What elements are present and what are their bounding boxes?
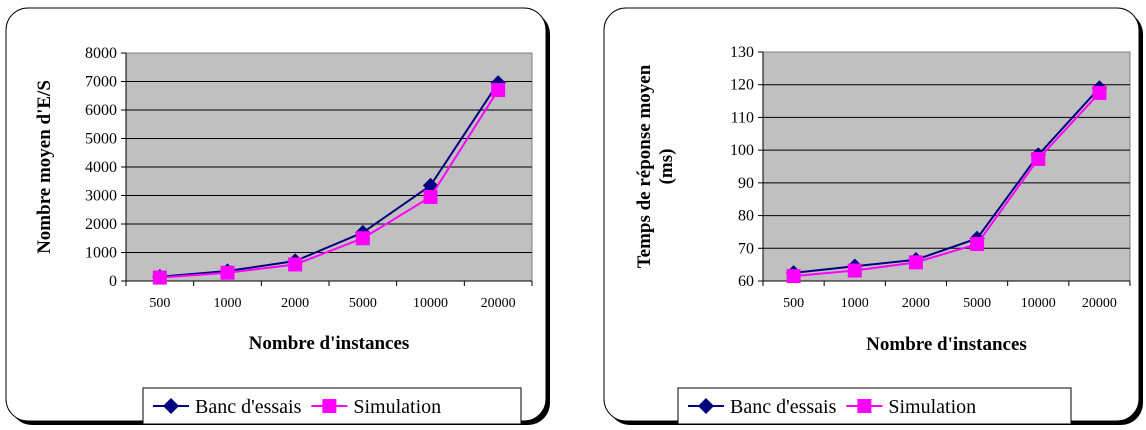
x-tick-label: 1000 (841, 296, 869, 311)
data-point-simulation (288, 257, 303, 272)
x-tick-label: 2000 (281, 296, 309, 311)
x-axis-title: Nombre d'instances (249, 333, 410, 354)
data-point-simulation (970, 237, 985, 252)
legend-label-simulation: Simulation (353, 396, 441, 418)
legend-label-banc-essais: Banc d'essais (730, 396, 837, 418)
y-tick-label: 90 (738, 175, 754, 192)
y-axis-title: Nombre moyen d'E/S (34, 80, 55, 254)
y-tick-label: 6000 (85, 102, 117, 119)
legend-label-simulation: Simulation (888, 396, 976, 418)
series-line-banc-essais (159, 82, 500, 278)
y-tick-label: 5000 (85, 131, 117, 148)
series-line-simulation (159, 89, 500, 279)
y-tick-label: 120 (730, 77, 754, 94)
x-tick-label: 500 (783, 296, 804, 311)
legend-marker-simulation (322, 399, 337, 413)
plot-area (762, 51, 1131, 282)
legend-label-banc-essais: Banc d'essais (195, 396, 302, 418)
y-tick-label: 8000 (85, 45, 117, 62)
y-tick-label: 110 (731, 109, 754, 126)
data-point-simulation (355, 231, 370, 246)
y-axis-title: Temps de réponse moyen (634, 64, 655, 268)
data-point-simulation (908, 255, 923, 270)
y-tick-label: 100 (730, 142, 754, 159)
x-axis-title: Nombre d'instances (866, 334, 1027, 355)
data-point-simulation (491, 83, 506, 98)
data-point-simulation (1031, 151, 1046, 166)
data-point-simulation (152, 270, 167, 285)
x-tick-label: 2000 (902, 296, 930, 311)
x-tick-label: 20000 (1082, 296, 1117, 311)
x-tick-label: 10000 (413, 296, 448, 311)
y-tick-label: 0 (109, 273, 117, 290)
x-tick-label: 1000 (214, 296, 242, 311)
y-tick-label: 4000 (85, 159, 117, 176)
data-point-simulation (423, 189, 438, 204)
x-tick-label: 5000 (963, 296, 991, 311)
legend-marker-banc-essais (163, 398, 179, 414)
series-line-banc-essais (793, 87, 1101, 274)
chart-panel-response-time: 60 70 80 90 100 110 120 130 500 1000 2000 5000 10000… (596, 0, 1146, 430)
x-tick-label: 10000 (1021, 296, 1056, 311)
y-tick-label: 1000 (85, 245, 117, 262)
data-point-simulation (786, 269, 801, 284)
y-tick-label: 60 (738, 273, 754, 290)
chart-response-time-svg: 60 70 80 90 100 110 120 130 500 1000 2000 5000 10000… (603, 7, 1143, 425)
y-axis-title: (ms) (656, 149, 677, 185)
y-tick-label: 70 (738, 240, 754, 257)
data-point-simulation (847, 263, 862, 278)
data-point-simulation (220, 265, 235, 280)
x-tick-label: 5000 (349, 296, 377, 311)
legend-marker-banc-essais (698, 398, 714, 414)
y-tick-label: 130 (730, 44, 754, 61)
x-tick-label: 20000 (481, 296, 516, 311)
series-line-simulation (793, 92, 1101, 278)
y-tick-label: 80 (738, 208, 754, 225)
chart-panel-io: 0 1000 2000 3000 4000 5000 6000 7000 8000 500 1000… (0, 0, 560, 430)
y-tick-label: 2000 (85, 216, 117, 233)
x-tick-label: 500 (149, 296, 170, 311)
y-tick-label: 3000 (85, 188, 117, 205)
y-tick-label: 7000 (85, 74, 117, 91)
legend-marker-simulation (857, 399, 872, 413)
chart-io-svg: 0 1000 2000 3000 4000 5000 6000 7000 8000 500 1000… (5, 7, 550, 425)
data-point-simulation (1092, 85, 1107, 100)
